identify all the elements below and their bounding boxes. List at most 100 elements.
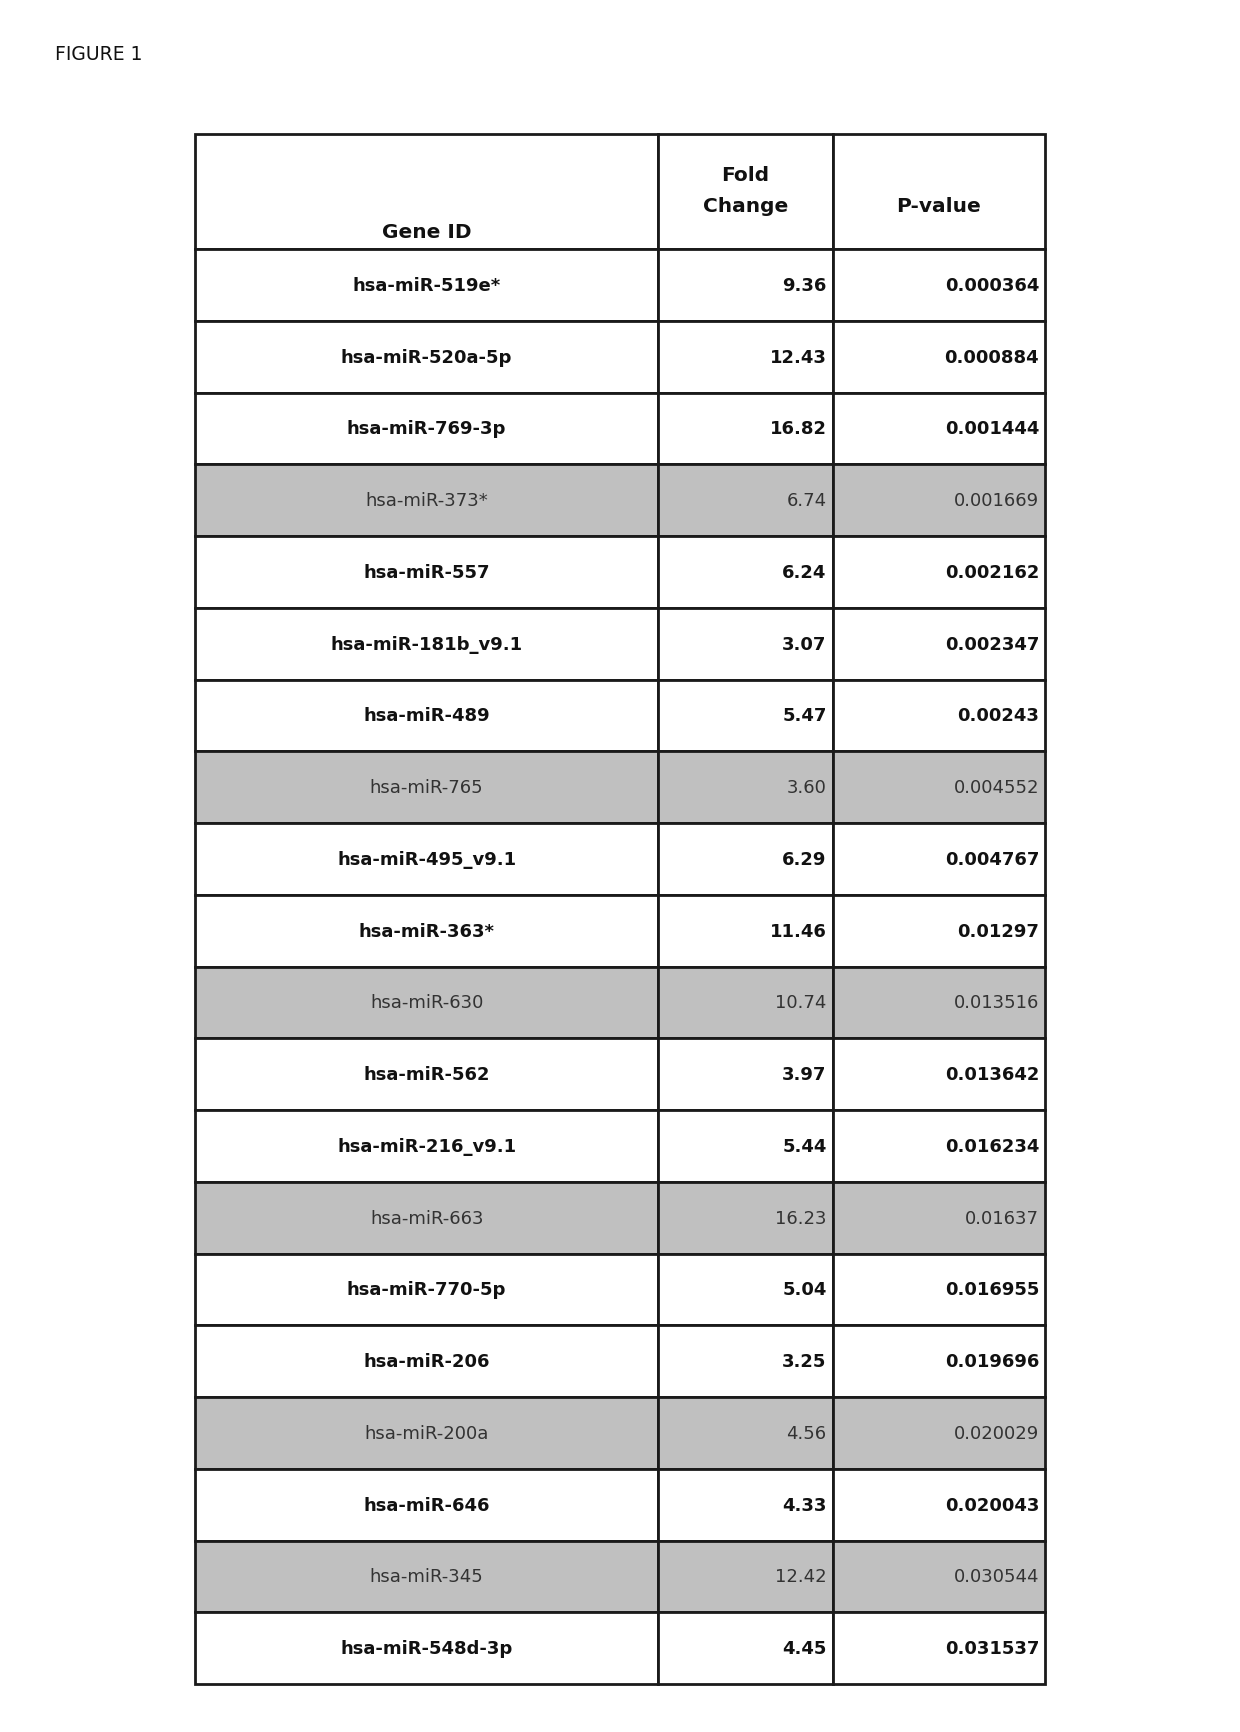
Bar (832, 1612, 1045, 1684)
Bar (832, 1181, 1045, 1254)
Text: 10.74: 10.74 (775, 994, 827, 1011)
Text: hsa-miR-363*: hsa-miR-363* (358, 921, 495, 940)
Text: Gene ID: Gene ID (382, 222, 471, 241)
Text: hsa-miR-630: hsa-miR-630 (370, 994, 484, 1011)
Bar (658, 135, 832, 249)
Bar (832, 895, 1045, 966)
Bar (832, 464, 1045, 537)
Text: Change: Change (703, 197, 787, 216)
Text: 0.013516: 0.013516 (954, 994, 1039, 1011)
Bar (195, 1325, 658, 1398)
Bar (658, 249, 832, 322)
Bar (658, 464, 832, 537)
Text: hsa-miR-548d-3p: hsa-miR-548d-3p (341, 1638, 513, 1658)
Bar (195, 1612, 658, 1684)
Bar (658, 1469, 832, 1540)
Text: hsa-miR-770-5p: hsa-miR-770-5p (347, 1280, 506, 1299)
Text: 0.031537: 0.031537 (945, 1638, 1039, 1658)
Bar (658, 1254, 832, 1325)
Bar (195, 1181, 658, 1254)
Text: 3.25: 3.25 (782, 1353, 827, 1370)
Text: 3.97: 3.97 (782, 1065, 827, 1084)
Text: 11.46: 11.46 (770, 921, 827, 940)
Bar (658, 608, 832, 681)
Text: 0.002162: 0.002162 (945, 563, 1039, 582)
Text: hsa-miR-646: hsa-miR-646 (363, 1496, 490, 1514)
Text: 0.016234: 0.016234 (945, 1138, 1039, 1155)
Text: hsa-miR-765: hsa-miR-765 (370, 779, 484, 797)
Text: 0.01297: 0.01297 (957, 921, 1039, 940)
Bar (832, 966, 1045, 1039)
Text: 5.04: 5.04 (782, 1280, 827, 1299)
Text: 4.33: 4.33 (782, 1496, 827, 1514)
Bar (832, 1254, 1045, 1325)
Text: hsa-miR-520a-5p: hsa-miR-520a-5p (341, 348, 512, 367)
Bar (658, 823, 832, 895)
Text: hsa-miR-557: hsa-miR-557 (363, 563, 490, 582)
Bar (195, 1398, 658, 1469)
Text: hsa-miR-216_v9.1: hsa-miR-216_v9.1 (337, 1138, 516, 1155)
Bar (832, 1398, 1045, 1469)
Text: 3.07: 3.07 (782, 636, 827, 653)
Text: 0.013642: 0.013642 (945, 1065, 1039, 1084)
Text: 0.000884: 0.000884 (945, 348, 1039, 367)
Text: hsa-miR-200a: hsa-miR-200a (365, 1424, 489, 1443)
Bar (832, 393, 1045, 464)
Bar (195, 322, 658, 393)
Text: 5.44: 5.44 (782, 1138, 827, 1155)
Text: hsa-miR-373*: hsa-miR-373* (366, 492, 489, 509)
Text: hsa-miR-663: hsa-miR-663 (370, 1209, 484, 1226)
Text: 12.42: 12.42 (775, 1567, 827, 1585)
Text: 16.23: 16.23 (775, 1209, 827, 1226)
Bar (195, 823, 658, 895)
Text: 4.56: 4.56 (786, 1424, 827, 1443)
Text: 0.020043: 0.020043 (945, 1496, 1039, 1514)
Bar (658, 322, 832, 393)
Bar (658, 1540, 832, 1612)
Text: 0.01637: 0.01637 (965, 1209, 1039, 1226)
Text: hsa-miR-345: hsa-miR-345 (370, 1567, 484, 1585)
Bar (195, 1469, 658, 1540)
Text: 3.60: 3.60 (786, 779, 827, 797)
Text: hsa-miR-519e*: hsa-miR-519e* (352, 277, 501, 294)
Bar (832, 322, 1045, 393)
Bar (658, 393, 832, 464)
Bar (195, 464, 658, 537)
Bar (832, 608, 1045, 681)
Bar (658, 1325, 832, 1398)
Text: 16.82: 16.82 (770, 421, 827, 438)
Text: hsa-miR-769-3p: hsa-miR-769-3p (347, 421, 506, 438)
Bar (832, 249, 1045, 322)
Bar (658, 537, 832, 608)
Text: 0.019696: 0.019696 (945, 1353, 1039, 1370)
Bar (832, 1540, 1045, 1612)
Bar (195, 966, 658, 1039)
Text: 0.000364: 0.000364 (945, 277, 1039, 294)
Bar (195, 1110, 658, 1181)
Bar (195, 393, 658, 464)
Bar (195, 895, 658, 966)
Text: 9.36: 9.36 (782, 277, 827, 294)
Bar (658, 1612, 832, 1684)
Text: hsa-miR-206: hsa-miR-206 (363, 1353, 490, 1370)
Text: Fold: Fold (722, 166, 770, 185)
Bar (658, 1110, 832, 1181)
Bar (195, 681, 658, 752)
Bar (195, 537, 658, 608)
Bar (832, 752, 1045, 823)
Text: FIGURE 1: FIGURE 1 (55, 45, 143, 64)
Text: 0.020029: 0.020029 (954, 1424, 1039, 1443)
Bar (832, 1325, 1045, 1398)
Text: hsa-miR-181b_v9.1: hsa-miR-181b_v9.1 (331, 636, 523, 653)
Text: 6.24: 6.24 (782, 563, 827, 582)
Bar (832, 681, 1045, 752)
Text: 6.74: 6.74 (786, 492, 827, 509)
Text: 0.001444: 0.001444 (945, 421, 1039, 438)
Text: 4.45: 4.45 (782, 1638, 827, 1658)
Bar (195, 135, 658, 249)
Bar (195, 608, 658, 681)
Text: hsa-miR-495_v9.1: hsa-miR-495_v9.1 (337, 850, 516, 868)
Bar (195, 1254, 658, 1325)
Text: hsa-miR-562: hsa-miR-562 (363, 1065, 490, 1084)
Bar (195, 1039, 658, 1110)
